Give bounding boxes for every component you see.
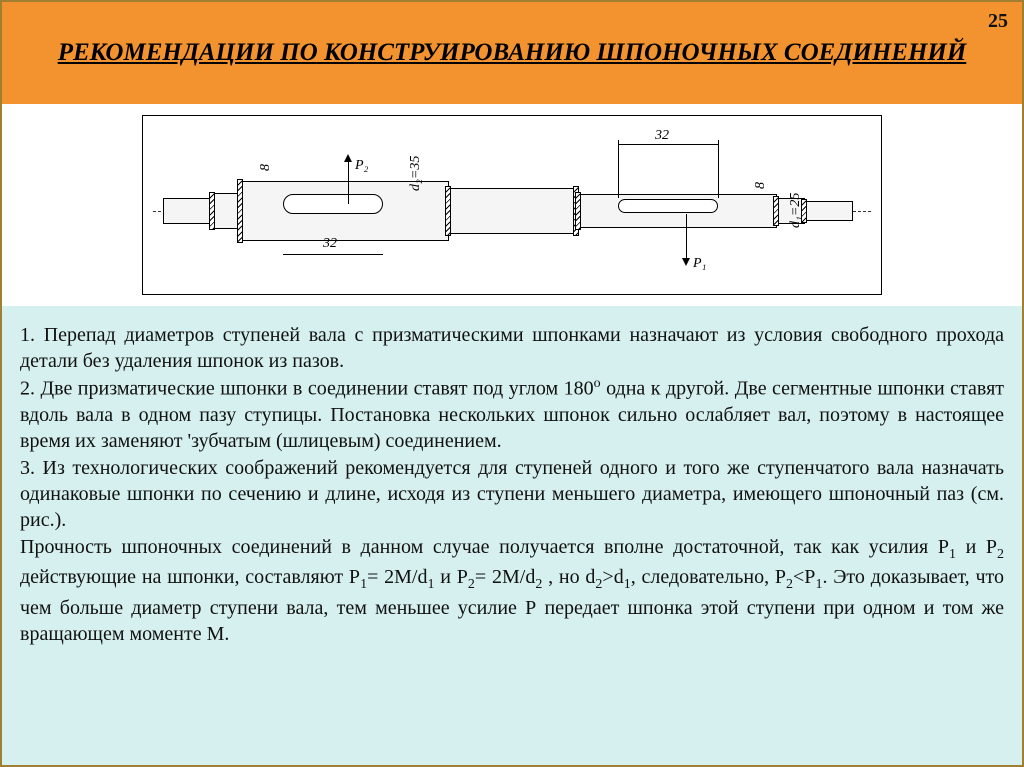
slide-header: РЕКОМЕНДАЦИИ ПО КОНСТРУИРОВАНИЮ ШПОНОЧНЫ…: [2, 2, 1022, 104]
s2b: 2: [468, 577, 475, 592]
chamfer-r1: [575, 192, 581, 230]
dim-32-left: 32: [323, 236, 337, 252]
key-slot-right: [618, 199, 718, 213]
s1a: 1: [949, 547, 956, 562]
dim32-right-ext1: [618, 140, 619, 198]
p2-label: P₂: [355, 158, 368, 174]
p1-arrow: [686, 214, 687, 262]
para-3: 3. Из технологических соображений рекоме…: [20, 455, 1004, 534]
p4f: = 2M/d: [475, 566, 535, 588]
slide-title: РЕКОМЕНДАЦИИ ПО КОНСТРУИРОВАНИЮ ШПОНОЧНЫ…: [58, 37, 967, 68]
dim32-right-ext2: [718, 140, 719, 198]
s1d: 1: [624, 577, 631, 592]
p2-arrowhead: [344, 154, 352, 162]
p4d: = 2M/d: [367, 566, 427, 588]
p4a: Прочность шпоночных соединений в данном …: [20, 536, 949, 558]
p2-arrow: [348, 156, 349, 204]
key-slot-left: [283, 194, 383, 214]
d1-label: d₁=25: [788, 193, 804, 228]
dim-8-right: 8: [753, 182, 769, 189]
shaft-end-right: [803, 201, 853, 221]
page-number: 25: [988, 10, 1008, 33]
figure-area: P₂ d₂=35 8 32 P₁: [2, 104, 1022, 306]
dim32-left-line: [283, 254, 383, 255]
p1-arrowhead: [682, 258, 690, 266]
chamfer-l1: [209, 192, 215, 230]
chamfer-r2: [773, 196, 779, 226]
p4j: <Р: [793, 566, 815, 588]
s2e: 2: [786, 577, 793, 592]
shaft-end-left: [163, 198, 213, 224]
p4h: >d: [602, 566, 623, 588]
p4g: , но d: [542, 566, 595, 588]
para-1: 1. Перепад диаметров ступеней вала с при…: [20, 322, 1004, 375]
chamfer-m1: [445, 186, 451, 236]
body-text: 1. Перепад диаметров ступеней вала с при…: [2, 306, 1022, 765]
p1-label: P₁: [693, 256, 706, 272]
para-2: 2. Две призматические шпонки в соединени…: [20, 375, 1004, 455]
shaft-middle: [447, 188, 577, 234]
p4e: и Р: [434, 566, 467, 588]
slide-frame: РЕКОМЕНДАЦИИ ПО КОНСТРУИРОВАНИЮ ШПОНОЧНЫ…: [0, 0, 1024, 767]
dim32-right-line: [618, 144, 718, 145]
shaft-drawing: P₂ d₂=35 8 32 P₁: [142, 115, 882, 295]
chamfer-l2: [237, 179, 243, 243]
p2deg: о: [594, 376, 601, 391]
dim-8-left: 8: [258, 164, 274, 171]
p2a: 2. Две призматические шпонки в соединени…: [20, 377, 594, 399]
p4c: действующие на шпонки, составляют Р: [20, 566, 360, 588]
s2a: 2: [997, 547, 1004, 562]
d2-label: d₂=35: [408, 156, 424, 191]
s1b: 1: [360, 577, 367, 592]
dim-32-right: 32: [655, 128, 669, 144]
para-4: Прочность шпоночных соединений в данном …: [20, 534, 1004, 648]
p4i: , следовательно, Р: [631, 566, 786, 588]
p4b: и Р: [956, 536, 997, 558]
